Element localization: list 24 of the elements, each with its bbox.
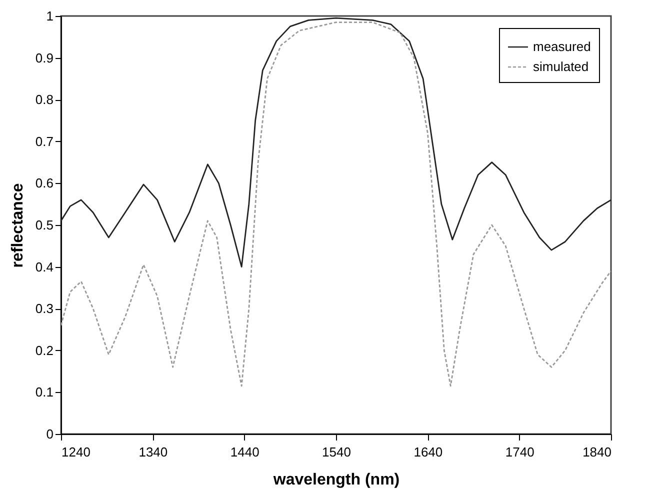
y-tick-label: 0.7 [35,134,54,149]
legend-label: measured [533,39,591,54]
x-tick-label: 1540 [322,444,351,460]
y-tick-label: 1 [46,8,54,24]
x-tick-label: 1440 [230,444,260,460]
legend-label: simulated [533,59,589,74]
y-tick-label: 0.9 [35,50,54,66]
y-tick-label: 0.3 [35,301,54,316]
y-axis-title: reflectance [9,183,26,268]
y-tick-label: 0 [46,426,54,442]
x-axis-title: wavelength (nm) [272,472,400,488]
line-series [61,22,611,387]
x-tick-label: 1840 [582,444,612,460]
x-tick-label: 1740 [505,444,534,460]
x-tick-label: 1340 [138,444,168,460]
x-tick-label: 1240 [62,444,90,460]
y-tick-label: 0.2 [35,342,54,358]
y-tick-label: 0.6 [35,176,54,191]
y-tick-label: 0.5 [35,218,54,232]
line-series [61,17,611,268]
y-tick-label: 0.1 [35,384,54,400]
y-tick-label: 0.4 [35,259,54,274]
x-tick-label: 1640 [414,444,443,460]
y-tick-label: 0.8 [35,92,54,108]
